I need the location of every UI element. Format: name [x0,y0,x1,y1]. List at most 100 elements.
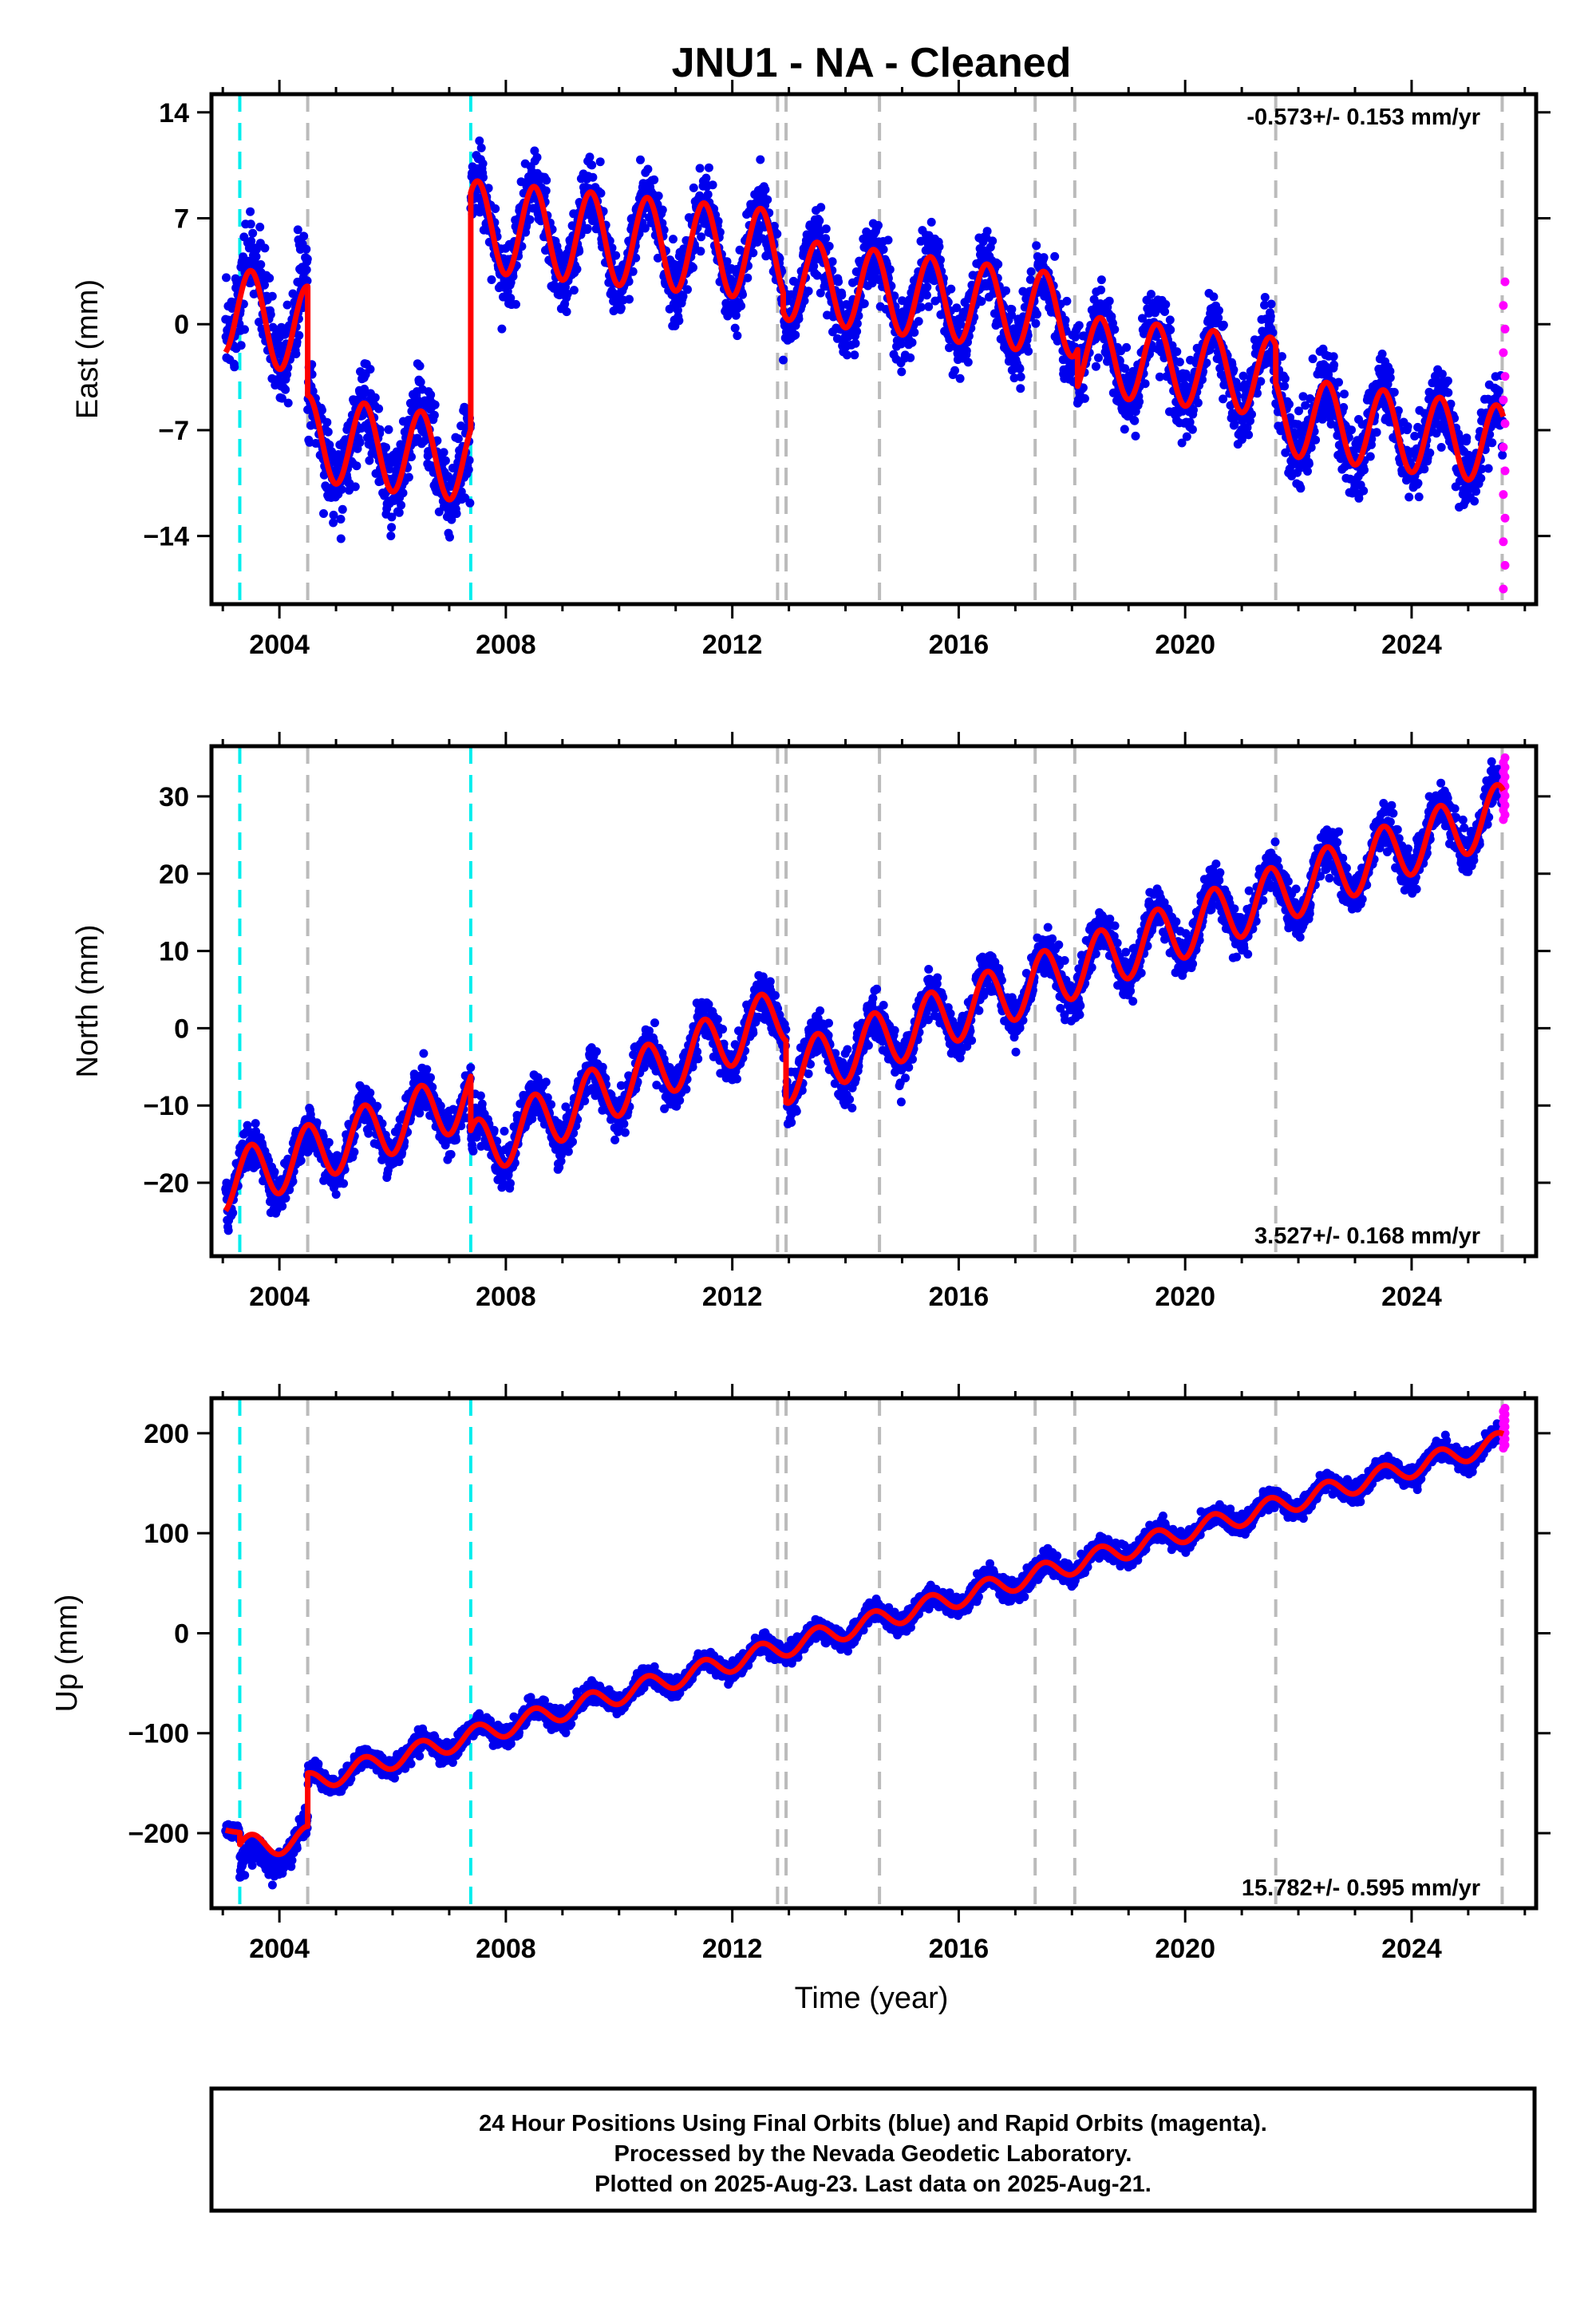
final-orbit-point [373,1101,382,1111]
final-orbit-point [1110,325,1120,334]
final-orbit-point [1033,310,1041,319]
final-orbit-point [251,252,261,261]
final-orbit-point [302,255,312,263]
final-orbit-point [1256,377,1266,386]
final-orbit-point [1247,409,1256,419]
final-orbit-point [1120,425,1129,434]
final-orbit-point [1444,388,1453,397]
final-orbit-point [628,267,638,276]
final-orbit-point [446,1150,456,1159]
final-orbit-point [1347,425,1356,435]
final-orbit-point [243,1120,252,1130]
final-orbit-point [1298,392,1308,401]
final-orbit-point [422,1065,432,1074]
final-orbit-point [1032,241,1041,251]
rapid-orbit-point [1500,560,1510,570]
final-orbit-point [292,338,302,347]
final-orbit-point [1246,416,1254,425]
final-orbit-point [1266,311,1275,321]
final-orbit-point [696,247,705,256]
final-orbit-point [1329,360,1339,370]
final-orbit-point [850,350,859,360]
final-orbit-point [1026,267,1036,276]
final-orbit-point [436,1101,445,1111]
final-orbit-point [585,152,595,162]
final-orbit-point [246,219,255,229]
rapid-orbit-point [1499,490,1508,500]
final-orbit-point [452,509,461,519]
rapid-orbit-point [1500,372,1510,381]
final-orbit-point [737,301,746,310]
final-orbit-point [962,346,971,356]
final-orbit-point [360,385,369,393]
final-orbit-point [478,159,488,168]
final-orbit-point [756,155,765,164]
final-orbit-point [683,285,692,294]
figure-title: JNU1 - NA - Cleaned [672,40,1072,86]
final-orbit-point [381,443,390,453]
final-orbit-point [1494,386,1503,396]
final-orbit-point [465,498,475,508]
final-orbit-point [883,235,893,245]
model-fit-line [223,178,1507,503]
final-orbit-point [1009,373,1019,383]
final-orbit-point [1131,431,1140,441]
final-orbit-point [1078,383,1088,393]
final-orbit-point [701,173,711,183]
final-orbit-point [1050,251,1060,261]
final-orbit-point [1443,376,1452,385]
final-orbit-point [636,155,645,164]
final-orbit-point [397,500,406,510]
final-orbit-point [1294,406,1303,416]
final-orbit-point [1001,286,1010,295]
final-orbit-point [1304,459,1314,468]
final-orbit-point [640,223,650,233]
final-orbit-point [476,143,486,152]
rapid-orbit-point [1500,513,1510,523]
rapid-orbit-points [1499,277,1510,594]
final-orbit-point [1425,449,1435,457]
final-orbit-point [1437,370,1447,379]
x-ticks: 2004 2008 2012 2016 2020 2024 [221,80,1527,660]
final-orbit-point [387,512,397,522]
final-orbit-point [1140,379,1150,389]
event-lines [238,94,1504,604]
final-orbit-point [426,1073,435,1082]
final-orbit-point [1161,300,1171,309]
final-orbit-point [324,1138,334,1147]
final-orbit-point [1385,366,1395,376]
rapid-orbit-point [1499,395,1508,405]
final-orbit-point [674,316,684,326]
final-orbit-point [415,1109,425,1118]
final-orbit-point [924,302,934,311]
rapid-orbit-point [1500,466,1510,476]
final-orbit-point [1483,464,1493,473]
final-orbit-point [1278,352,1286,362]
final-orbit-point [265,274,275,283]
final-orbit-point [1202,358,1211,368]
x-tick-label: 2024 [1381,630,1442,660]
final-orbit-point [934,242,944,251]
final-orbit-point [963,358,973,367]
final-orbit-point [1107,312,1116,322]
final-orbit-point [1260,293,1270,302]
rate-label: -0.573+/- 0.153 mm/yr [1246,105,1480,130]
final-orbit-point [1219,320,1228,330]
final-orbit-point [1244,430,1254,440]
final-orbit-point [278,1201,287,1211]
y-axis-label: East (mm) [71,279,105,419]
final-orbit-point [312,1118,322,1128]
final-orbit-point [1306,394,1315,403]
final-orbit-point [323,427,333,437]
final-orbit-point [394,1157,404,1167]
final-orbit-point [1266,299,1276,309]
final-orbit-point [812,271,822,280]
final-orbit-point [743,273,753,283]
final-orbit-point [415,362,425,371]
final-orbit-point [336,534,346,543]
final-orbit-point [673,306,682,315]
final-orbit-point [631,253,641,263]
final-orbit-point [1404,492,1414,502]
